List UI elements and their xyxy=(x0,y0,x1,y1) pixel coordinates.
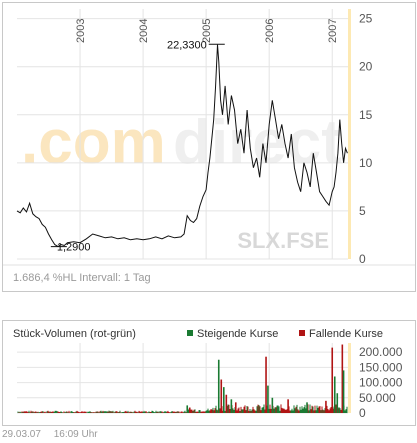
legend-falling-swatch xyxy=(299,330,305,336)
volume-y-tick-label: 150.000 xyxy=(359,360,403,374)
watermark-part-2: direct xyxy=(173,108,342,177)
price-y-tick-label: 0 xyxy=(359,252,366,266)
legend-falling-label: Fallende Kurse xyxy=(309,328,383,340)
price-y-tick-label: 25 xyxy=(359,12,373,26)
volume-chart: Stück-Volumen (rot-grün) Steigende Kurse F… xyxy=(13,328,403,420)
footer-date: 29.03.07 xyxy=(2,429,41,440)
price-footer-info: 1.686,4 %HL Intervall: 1 Tag xyxy=(13,272,151,284)
volume-y-tick-label: 100.000 xyxy=(359,376,403,390)
price-x-tick-label: 2004 xyxy=(138,19,150,43)
legend-rising-label: Steigende Kurse xyxy=(197,328,278,340)
price-series-line xyxy=(16,44,348,248)
high-annotation: 22,3300 xyxy=(167,39,207,51)
price-x-tick-label: 2003 xyxy=(75,19,87,43)
volume-y-tick-label: 50.000 xyxy=(359,391,396,405)
watermark-part-1: .com xyxy=(21,108,166,177)
price-chart-panel: .com direct 0 5 10 15 20 25 2003 2004 2005 2006 2007… xyxy=(2,2,416,292)
volume-y-tick-label: 0 xyxy=(359,406,366,420)
price-y-tick-label: 5 xyxy=(359,204,366,218)
volume-y-tick-label: 200.000 xyxy=(359,345,403,359)
chart-footer: 29.03.07 16:09 Uhr xyxy=(2,429,108,440)
price-x-tick-label: 2007 xyxy=(327,19,339,43)
current-period-band xyxy=(348,9,351,259)
price-y-tick-label: 10 xyxy=(359,156,373,170)
price-y-tick-label: 20 xyxy=(359,60,373,74)
legend-rising-swatch xyxy=(187,330,193,336)
footer-time: 16:09 Uhr xyxy=(53,429,98,440)
price-x-tick-label: 2006 xyxy=(264,19,276,43)
price-y-tick-label: 15 xyxy=(359,108,373,122)
price-chart: .com direct 0 5 10 15 20 25 2003 2004 2005 2006 2007… xyxy=(3,9,415,284)
price-x-tick-label: 2005 xyxy=(201,19,213,43)
low-annotation: 1,2900 xyxy=(57,242,91,254)
volume-title: Stück-Volumen (rot-grün) xyxy=(13,328,136,340)
symbol-label: SLX.FSE xyxy=(237,228,329,253)
volume-current-band xyxy=(348,343,351,413)
volume-chart-panel: Stück-Volumen (rot-grün) Steigende Kurse F… xyxy=(2,320,416,426)
